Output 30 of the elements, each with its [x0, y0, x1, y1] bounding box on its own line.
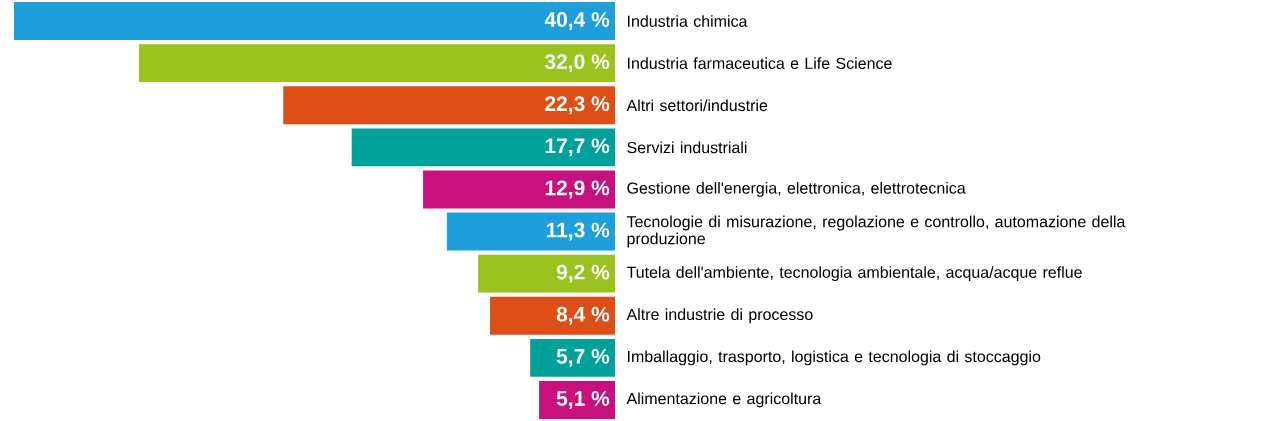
data-label: 9,2 % [556, 264, 610, 283]
data-label: 12,9 % [545, 180, 610, 199]
y-tick-label: Imballaggio, trasporto, logistica e tecnologia di stoccaggio [628, 350, 1041, 366]
data-label: 32,0 % [544, 54, 610, 73]
y-tick-label: Tutela dell'ambiente, tecnologia ambientale, acqua/acque reflue [626, 266, 1082, 282]
y-tick-label: Servizi industriali [627, 141, 747, 154]
bar [283, 86, 615, 125]
bar [490, 296, 615, 335]
data-label: 17,7 % [545, 138, 610, 157]
y-tick-label: Industria farmaceutica e Life Science [628, 57, 892, 70]
data-label: 5,7 % [556, 348, 610, 367]
y-tick-label: Altre industrie di processo [626, 308, 813, 324]
bar [14, 2, 615, 40]
data-label: 22,3 % [545, 96, 610, 115]
bar [351, 128, 615, 167]
y-tick-label: Altri settori/industrie [626, 99, 768, 112]
bar [478, 254, 615, 293]
bar [423, 170, 615, 209]
y-tick-label: Alimentazione e agricoltura [626, 392, 822, 408]
data-label: 5,1 % [556, 391, 610, 409]
bar [530, 338, 615, 377]
y-tick-label: Tecnologie di misurazione, regolazione e controllo, automazione della produzione [626, 215, 1126, 248]
data-label: 40,4 % [544, 12, 610, 30]
bar [539, 381, 615, 419]
data-label: 8,4 % [556, 306, 610, 325]
y-tick-label: Industria chimica [628, 15, 748, 27]
y-tick-label: Gestione dell'energia, elettronica, elettrotecnica [627, 182, 966, 197]
bar [446, 212, 615, 251]
bar [138, 44, 615, 83]
data-label: 11,3 % [546, 222, 610, 241]
